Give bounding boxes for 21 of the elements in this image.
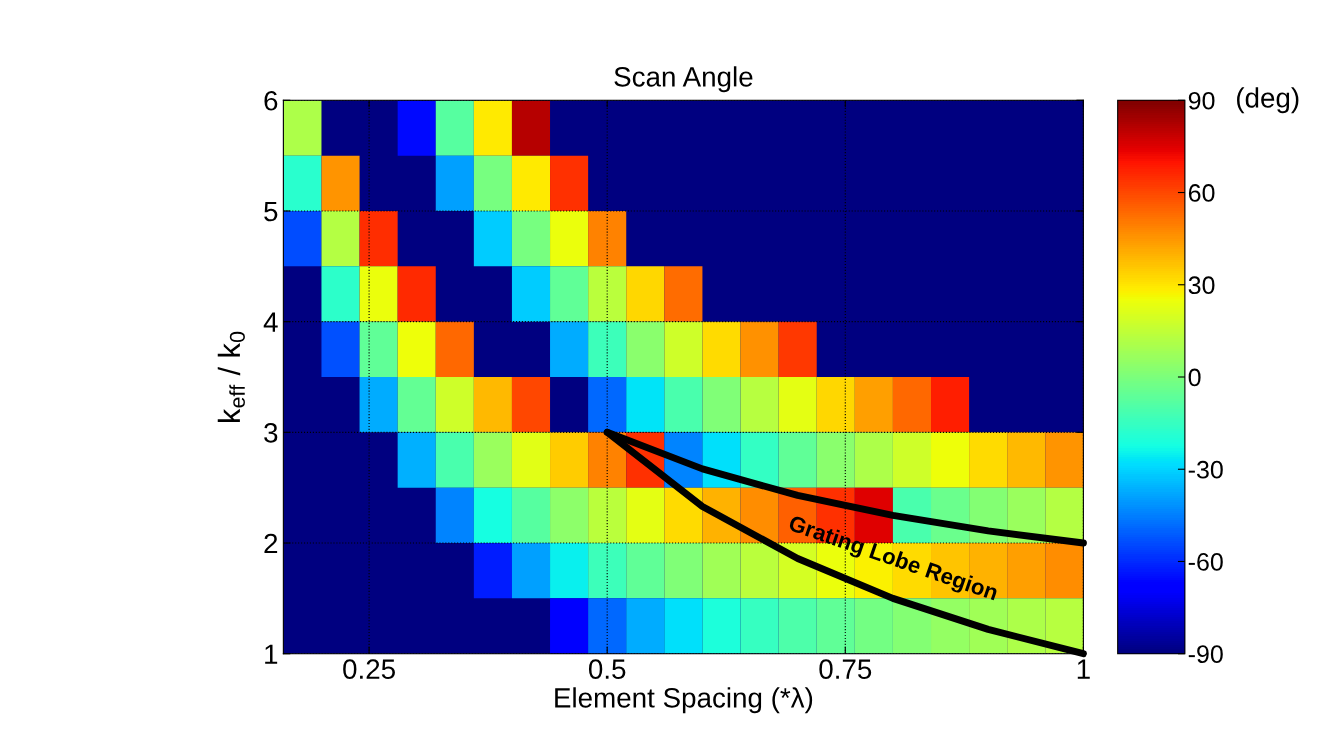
x-tick-label: 1 [1077, 659, 1090, 679]
color-bar-label: 0 [1188, 368, 1201, 387]
color-bar-label: 90 [1188, 91, 1215, 110]
y-axis-title: k$_{eff}$ / k$_{0}$ [217, 331, 245, 422]
chart-title: Scan Angle [614, 66, 753, 93]
y-tick-label: 3 [264, 423, 278, 443]
y-tick-label: 2 [264, 533, 278, 554]
color-bar-label: -90 [1188, 645, 1223, 664]
y-tick-label: 6 [264, 90, 278, 111]
x-tick-label: 0.5 [588, 659, 626, 679]
color-bar-label: 30 [1188, 276, 1215, 295]
color-bar-label: -60 [1188, 553, 1223, 571]
x-tick-label: 0.75 [819, 659, 872, 679]
x-tick-label: 0.25 [343, 659, 395, 679]
y-tick-label: 5 [264, 201, 278, 222]
color-bar-title: (deg) [1237, 87, 1299, 114]
x-axis-title: Element Spacing (*λ) [555, 687, 813, 714]
y-tick-label: 1 [265, 644, 278, 664]
color-bar-label: 60 [1188, 184, 1215, 202]
color-bar-label: -30 [1188, 460, 1223, 479]
y-tick-label: 4 [263, 312, 278, 332]
